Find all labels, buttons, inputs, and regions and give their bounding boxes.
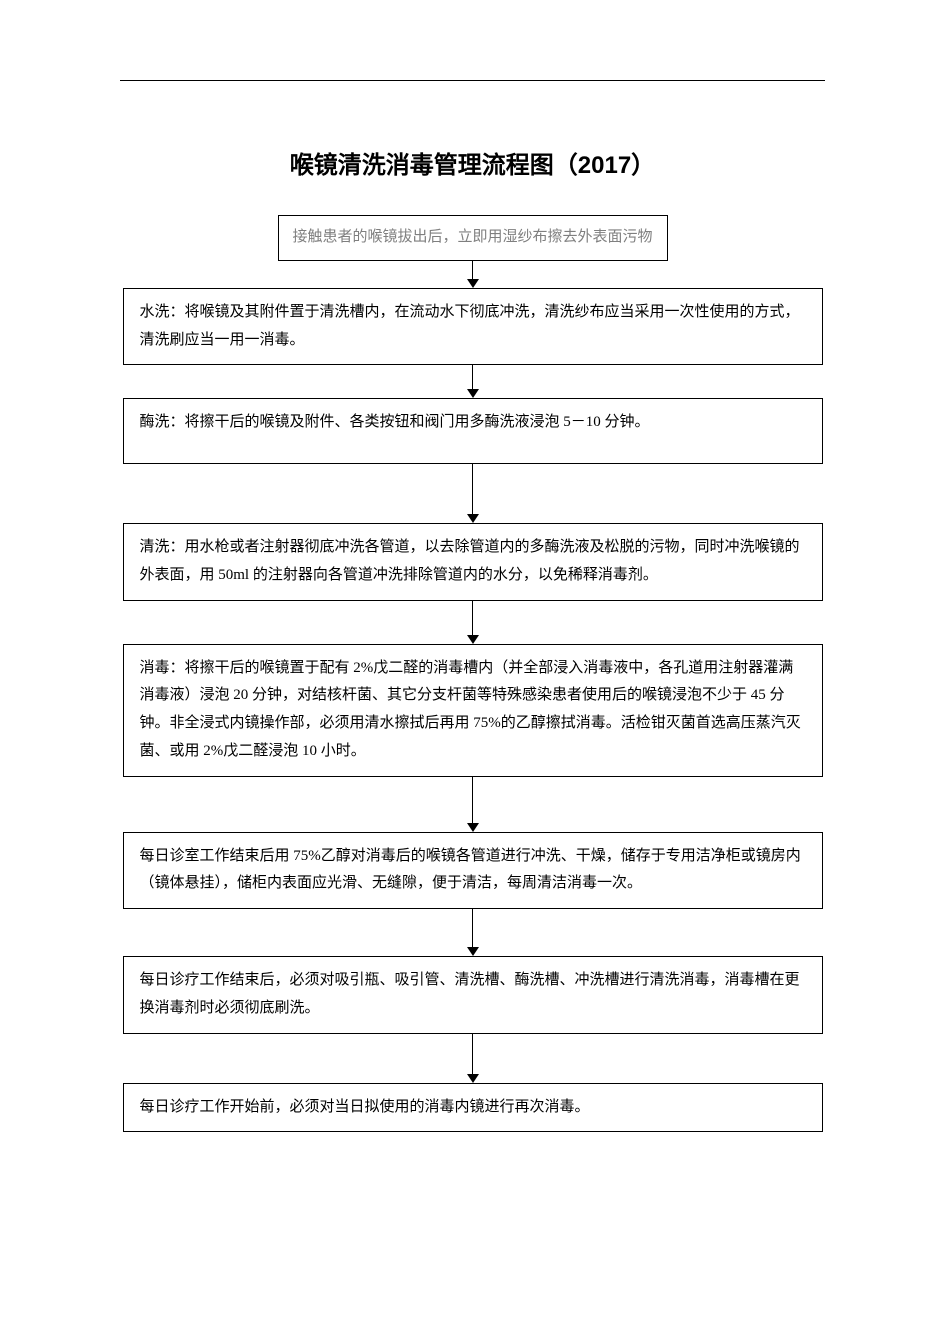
flow-node-text: 消毒：将擦干后的喉镜置于配有 2%戊二醛的消毒槽内（并全部浸入消毒液中，各孔道用… [140, 660, 801, 759]
arrow-head-icon [467, 389, 479, 398]
flow-node-start: 接触患者的喉镜拔出后，立即用湿纱布擦去外表面污物 [278, 215, 668, 261]
flow-node-daily-end: 每日诊室工作结束后用 75%乙醇对消毒后的喉镜各管道进行冲洗、干燥，储存于专用洁… [123, 832, 823, 910]
flow-arrow [467, 777, 479, 832]
arrow-line [472, 464, 474, 514]
arrow-head-icon [467, 279, 479, 288]
arrow-head-icon [467, 635, 479, 644]
arrow-head-icon [467, 947, 479, 956]
flow-arrow [467, 365, 479, 398]
arrow-head-icon [467, 1074, 479, 1083]
flow-node-text: 酶洗：将擦干后的喉镜及附件、各类按钮和阀门用多酶洗液浸泡 5－10 分钟。 [140, 414, 650, 430]
flow-node-enzyme: 酶洗：将擦干后的喉镜及附件、各类按钮和阀门用多酶洗液浸泡 5－10 分钟。 [123, 398, 823, 464]
arrow-head-icon [467, 514, 479, 523]
flow-node-rinse: 清洗：用水枪或者注射器彻底冲洗各管道，以去除管道内的多酶洗液及松脱的污物，同时冲… [123, 523, 823, 601]
arrow-line [472, 365, 474, 389]
flow-node-text: 清洗：用水枪或者注射器彻底冲洗各管道，以去除管道内的多酶洗液及松脱的污物，同时冲… [140, 539, 800, 583]
flow-arrow [467, 601, 479, 644]
flow-arrow [467, 464, 479, 523]
flow-node-text: 水洗：将喉镜及其附件置于清洗槽内，在流动水下彻底冲洗，清洗纱布应当采用一次性使用… [140, 304, 800, 348]
page-title: 喉镜清洗消毒管理流程图（2017） [120, 145, 825, 180]
flow-node-text: 每日诊疗工作开始前，必须对当日拟使用的消毒内镜进行再次消毒。 [140, 1099, 590, 1115]
document-page: 喉镜清洗消毒管理流程图（2017） 接触患者的喉镜拔出后，立即用湿纱布擦去外表面… [0, 0, 945, 1192]
flow-node-text: 每日诊疗工作结束后，必须对吸引瓶、吸引管、清洗槽、酶洗槽、冲洗槽进行清洗消毒，消… [140, 972, 800, 1016]
arrow-line [472, 261, 474, 279]
flow-node-daily-start: 每日诊疗工作开始前，必须对当日拟使用的消毒内镜进行再次消毒。 [123, 1083, 823, 1133]
flow-arrow [467, 909, 479, 956]
arrow-head-icon [467, 823, 479, 832]
flow-node-disinfect: 消毒：将擦干后的喉镜置于配有 2%戊二醛的消毒槽内（并全部浸入消毒液中，各孔道用… [123, 644, 823, 777]
flow-node-text: 接触患者的喉镜拔出后，立即用湿纱布擦去外表面污物 [293, 229, 653, 245]
arrow-line [472, 601, 474, 635]
arrow-line [472, 777, 474, 823]
flow-node-text: 每日诊室工作结束后用 75%乙醇对消毒后的喉镜各管道进行冲洗、干燥，储存于专用洁… [140, 848, 801, 892]
top-rule-line [120, 80, 825, 81]
flow-arrow [467, 261, 479, 288]
flow-node-equipment-clean: 每日诊疗工作结束后，必须对吸引瓶、吸引管、清洗槽、酶洗槽、冲洗槽进行清洗消毒，消… [123, 956, 823, 1034]
arrow-line [472, 909, 474, 947]
arrow-line [472, 1034, 474, 1074]
flow-node-wash: 水洗：将喉镜及其附件置于清洗槽内，在流动水下彻底冲洗，清洗纱布应当采用一次性使用… [123, 288, 823, 366]
flow-arrow [467, 1034, 479, 1083]
flowchart-container: 接触患者的喉镜拔出后，立即用湿纱布擦去外表面污物 水洗：将喉镜及其附件置于清洗槽… [120, 215, 825, 1132]
